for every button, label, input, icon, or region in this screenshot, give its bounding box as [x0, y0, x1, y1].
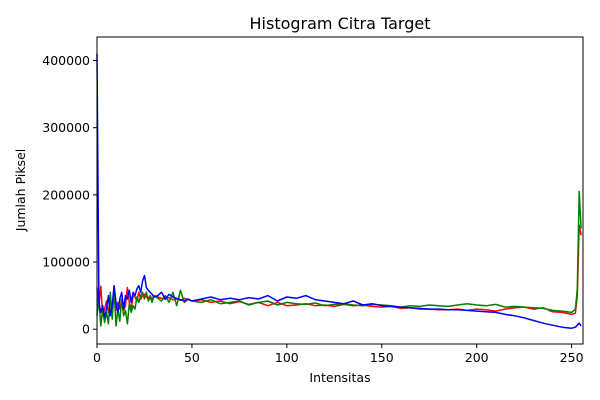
x-tick-label: 0 — [93, 350, 101, 365]
x-axis: 0 50 100 150 200 250 — [93, 344, 584, 365]
x-tick-label: 100 — [275, 350, 299, 365]
x-tick-label: 250 — [560, 350, 584, 365]
y-tick-label: 400000 — [42, 53, 90, 68]
chart-title: Histogram Citra Target — [250, 14, 431, 33]
y-axis: 0 100000 200000 300000 400000 — [42, 53, 97, 337]
series-line-3 — [96, 53, 582, 329]
y-tick-label: 200000 — [42, 187, 90, 202]
x-tick-label: 150 — [370, 350, 394, 365]
y-tick-label: 100000 — [42, 255, 90, 270]
x-tick-label: 200 — [465, 350, 489, 365]
plot-frame — [96, 36, 584, 345]
y-tick-label: 300000 — [42, 120, 90, 135]
x-tick-label: 50 — [184, 350, 200, 365]
series-line-2 — [96, 190, 582, 327]
y-axis-title: Jumlah Piksel — [13, 149, 28, 232]
y-tick-label: 0 — [82, 322, 90, 337]
series-layer — [96, 53, 582, 329]
x-axis-title: Intensitas — [309, 370, 370, 385]
